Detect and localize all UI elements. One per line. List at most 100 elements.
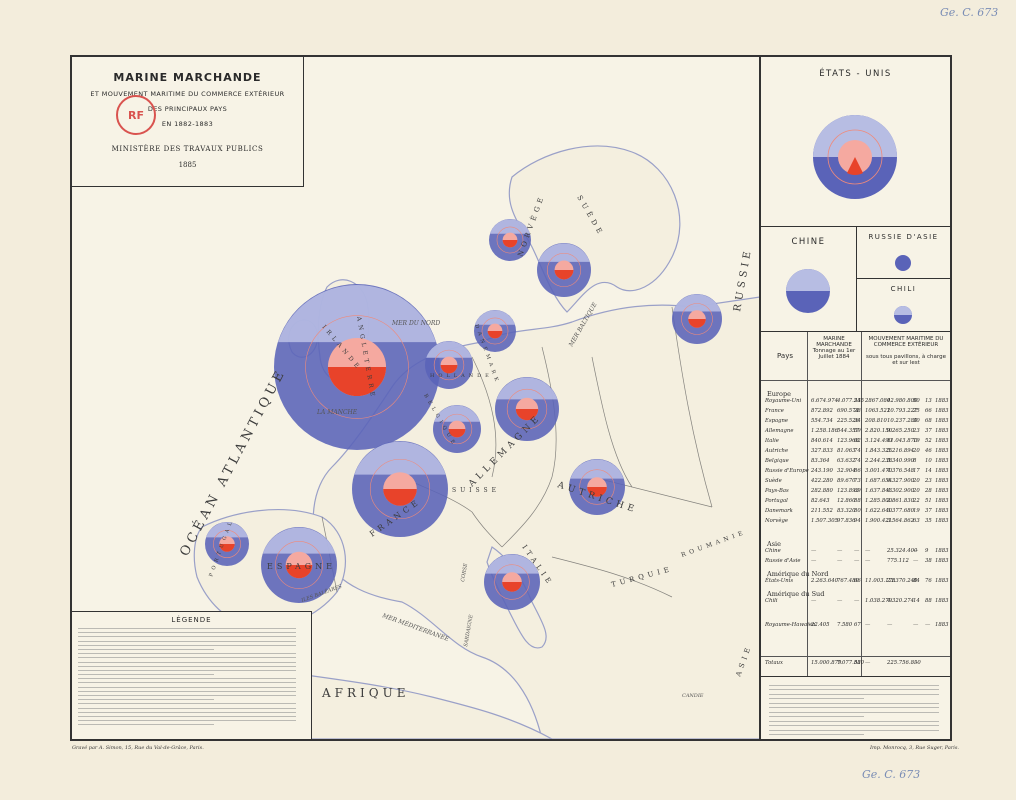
circle-pays-bas	[425, 341, 473, 389]
table-cell: 1883	[935, 398, 949, 404]
note-text-line	[769, 725, 939, 726]
table-cell: 1.637.843	[865, 488, 892, 494]
table-cell: —	[865, 548, 871, 554]
label-candie: CANDIE	[682, 693, 704, 699]
table-cell: Espagne	[765, 418, 789, 424]
table-cell: 81.063	[837, 448, 856, 454]
table-cell: —	[854, 598, 860, 604]
table-cell: Pays-Bas	[765, 488, 789, 494]
table-cell: 28	[925, 488, 932, 494]
table-cell: 52	[925, 438, 932, 444]
totals-b: 7.077.880	[837, 660, 864, 666]
table-cell: 1883	[935, 488, 949, 494]
table-cell: Royaume-Uni	[765, 398, 802, 404]
circle-allemagne	[495, 377, 559, 441]
table-row: Belgique 83.364 63.632 74 2.244.238 5.340.990…	[761, 458, 950, 468]
table-cell: 1883	[935, 518, 949, 524]
table-cell: 69	[854, 488, 861, 494]
note-text-line	[769, 698, 865, 699]
table-cell: Royaume-Hawaïen	[765, 622, 816, 628]
table-cell: 20	[913, 478, 920, 484]
map-subtitle-3: EN 1882-1883	[161, 120, 214, 128]
note-text-line	[769, 734, 865, 735]
table-cell: 422.280	[811, 478, 833, 484]
table-cell: —	[854, 558, 860, 564]
table-cell: 225.526	[837, 418, 859, 424]
table-cell: 4.376.548	[887, 468, 914, 474]
table-cell: 1883	[935, 418, 949, 424]
note-text-line	[769, 689, 939, 690]
legend-title: LÉGENDE	[171, 616, 212, 624]
totals-e: 225.756.850	[887, 660, 921, 666]
table-cell: 9.265.250	[887, 428, 914, 434]
table-cell: 19	[913, 438, 920, 444]
side-panel: ÉTATS - UNIS CHINE RUSSIE D'ASIE CHILI	[759, 55, 952, 741]
table-cell: 5.340.990	[887, 458, 914, 464]
europe-map: OCÉAN ATLANTIQUE AFRIQUE RUSSIE ALLEMAGN…	[72, 145, 760, 739]
table-cell: 1.843.325	[865, 448, 892, 454]
table-cell: 83.320	[837, 508, 856, 514]
table-cell: 53	[854, 398, 861, 404]
circle-royaume-uni	[274, 284, 440, 450]
table-cell: Russie d'Asie	[765, 558, 801, 564]
table-row: Autriche 327.833 81.063 74 1.843.325 5.216.89…	[761, 448, 950, 458]
circle-france	[352, 441, 448, 537]
table-cell: —	[837, 558, 843, 564]
map-frame: OCÉAN ATLANTIQUE AFRIQUE RUSSIE ALLEMAGN…	[70, 55, 762, 741]
table-cell: 10.237.280	[887, 418, 918, 424]
table-cell: 23	[925, 478, 932, 484]
table-cell: 74	[854, 458, 861, 464]
label-afrique: AFRIQUE	[321, 686, 409, 700]
legend-text-line	[78, 653, 296, 655]
library-stamp: RF	[116, 95, 156, 135]
table-cell: 1883	[935, 448, 949, 454]
legend-text-line	[78, 682, 296, 684]
table-row: Danemark 211.552 83.320 80 1.622.640 3.377.68…	[761, 508, 950, 518]
table-cell: 14	[913, 598, 920, 604]
ministry-label: MINISTÈRE DES TRAVAUX PUBLICS	[111, 145, 264, 153]
col-tonnage: Tonnage au 1er Juillet 1884	[812, 348, 856, 360]
table-cell: 554.734	[811, 418, 833, 424]
label-espagne: ESPAGNE	[267, 562, 336, 571]
table-cell: 1883	[935, 622, 949, 628]
table-row: Royaume-Hawaïen 22.405 7.580 67 — — — — 1883	[761, 622, 950, 632]
table-cell: 14	[925, 468, 932, 474]
legend-text-line	[78, 657, 296, 659]
table-cell: 1883	[935, 498, 949, 504]
legend-text-line	[78, 648, 215, 650]
circle-espagne	[261, 527, 337, 603]
table-cell: 66	[854, 578, 861, 584]
table-cell: 25	[913, 408, 920, 414]
table-cell: 3.001.470	[865, 468, 892, 474]
table-cell: Allemagne	[765, 428, 794, 434]
table-row: Royaume-Uni 6.674.974 4.077.245 53 2867.080 4…	[761, 398, 950, 408]
panel-title-russie-asie: RUSSIE D'ASIE	[868, 233, 939, 241]
table-cell: 28	[854, 408, 861, 414]
table-cell: 63.632	[837, 458, 856, 464]
panel-chili: CHILI	[857, 279, 950, 332]
panel-etats-unis: ÉTATS - UNIS	[761, 57, 950, 227]
table-cell: 22	[913, 498, 920, 504]
footer-printer: Imp. Monrocq, 3, Rue Suger, Paris.	[870, 745, 960, 751]
table-row: Norvège 1.507.305 97.836 94 1.900.421 3.564.8…	[761, 518, 950, 528]
legend-text-line	[78, 715, 296, 717]
table-cell: —	[811, 558, 817, 564]
legend-text-line	[78, 661, 296, 663]
table-cell: Chili	[765, 598, 778, 604]
legend-text-line	[78, 703, 296, 705]
table-cell: —	[887, 622, 893, 628]
circle-belgique	[433, 405, 481, 453]
shelfmark-bottom: Ge. C. 673	[862, 768, 921, 781]
circle-norv-ge	[489, 219, 531, 261]
table-cell: 2.820.150	[865, 428, 892, 434]
table-cell: 10	[925, 458, 932, 464]
legend-text-line	[78, 711, 296, 713]
table-cell: 37	[925, 508, 932, 514]
legend-text-line	[78, 644, 296, 646]
table-cell: —	[913, 548, 919, 554]
table-row: Russie d'Asie — — — — 775.112 — 38 1883	[761, 558, 950, 568]
table-cell: 1883	[935, 578, 949, 584]
table-cell: 123.893	[837, 488, 859, 494]
legend-text-line	[78, 678, 296, 680]
table-cell: —	[913, 558, 919, 564]
